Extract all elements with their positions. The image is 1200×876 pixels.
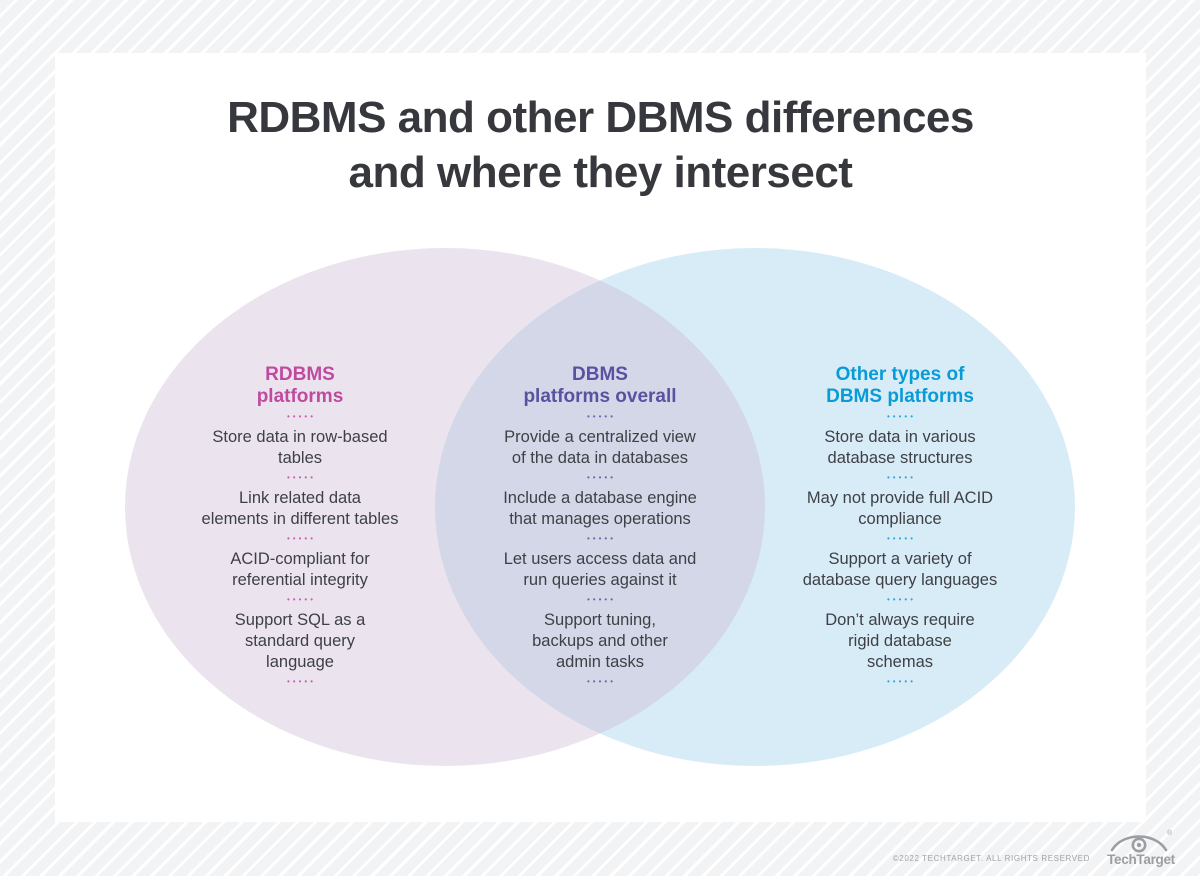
- other-dbms-item: Store data in various database structure…: [824, 428, 976, 467]
- registered-mark: ®: [1167, 829, 1172, 837]
- dots-separator: •••••: [886, 473, 916, 482]
- other-dbms-heading: Other types of DBMS platforms: [826, 364, 974, 407]
- copyright-text: ©2022 TECHTARGET. ALL RIGHTS RESERVED: [892, 854, 1090, 863]
- dots-separator: •••••: [586, 412, 616, 421]
- dots-separator: •••••: [886, 534, 916, 543]
- dots-separator: •••••: [886, 412, 916, 421]
- other-dbms-item: May not provide full ACID compliance: [806, 489, 994, 528]
- rdbms-item: Link related data elements in different …: [201, 489, 399, 528]
- dbms-overall-item: Let users access data and run queries ag…: [503, 550, 697, 589]
- overlap-region: [435, 248, 765, 766]
- dots-separator: •••••: [286, 677, 316, 686]
- dots-separator: •••••: [286, 412, 316, 421]
- techtarget-eye-icon: ®: [1110, 829, 1172, 853]
- techtarget-logo: ® TechTarget: [1100, 827, 1182, 867]
- dots-separator: •••••: [886, 595, 916, 604]
- rdbms-item: Support SQL as a standard query language: [234, 611, 366, 671]
- dots-separator: •••••: [286, 534, 316, 543]
- venn-diagram: [125, 248, 1075, 766]
- dots-separator: •••••: [886, 677, 916, 686]
- dots-separator: •••••: [286, 473, 316, 482]
- other-dbms-item: Don’t always require rigid database sche…: [825, 611, 975, 671]
- techtarget-wordmark: TechTarget: [1107, 852, 1175, 867]
- other-dbms-item: Support a variety of database query lang…: [802, 550, 998, 589]
- rdbms-item: Store data in row-based tables: [212, 428, 388, 467]
- infographic-card: RDBMS and other DBMS differences and whe…: [55, 53, 1146, 822]
- rdbms-column: RDBMS platforms ••••• Store data in row-…: [155, 364, 445, 692]
- dbms-overall-item: Include a database engine that manages o…: [503, 489, 697, 528]
- dbms-overall-column: DBMS platforms overall ••••• Provide a c…: [475, 364, 725, 692]
- footer: ©2022 TECHTARGET. ALL RIGHTS RESERVED ® …: [893, 827, 1182, 867]
- rdbms-item: ACID-compliant for referential integrity: [230, 550, 370, 589]
- dots-separator: •••••: [286, 595, 316, 604]
- page-title: RDBMS and other DBMS differences and whe…: [227, 93, 974, 197]
- dots-separator: •••••: [586, 473, 616, 482]
- other-dbms-column: Other types of DBMS platforms ••••• Stor…: [765, 364, 1035, 692]
- dots-separator: •••••: [586, 677, 616, 686]
- dots-separator: •••••: [586, 595, 616, 604]
- dots-separator: •••••: [586, 534, 616, 543]
- dbms-overall-item: Provide a centralized view of the data i…: [504, 428, 696, 467]
- dbms-overall-heading: DBMS platforms overall: [523, 364, 677, 407]
- dbms-overall-item: Support tuning, backups and other admin …: [532, 611, 668, 671]
- rdbms-heading: RDBMS platforms: [256, 364, 344, 407]
